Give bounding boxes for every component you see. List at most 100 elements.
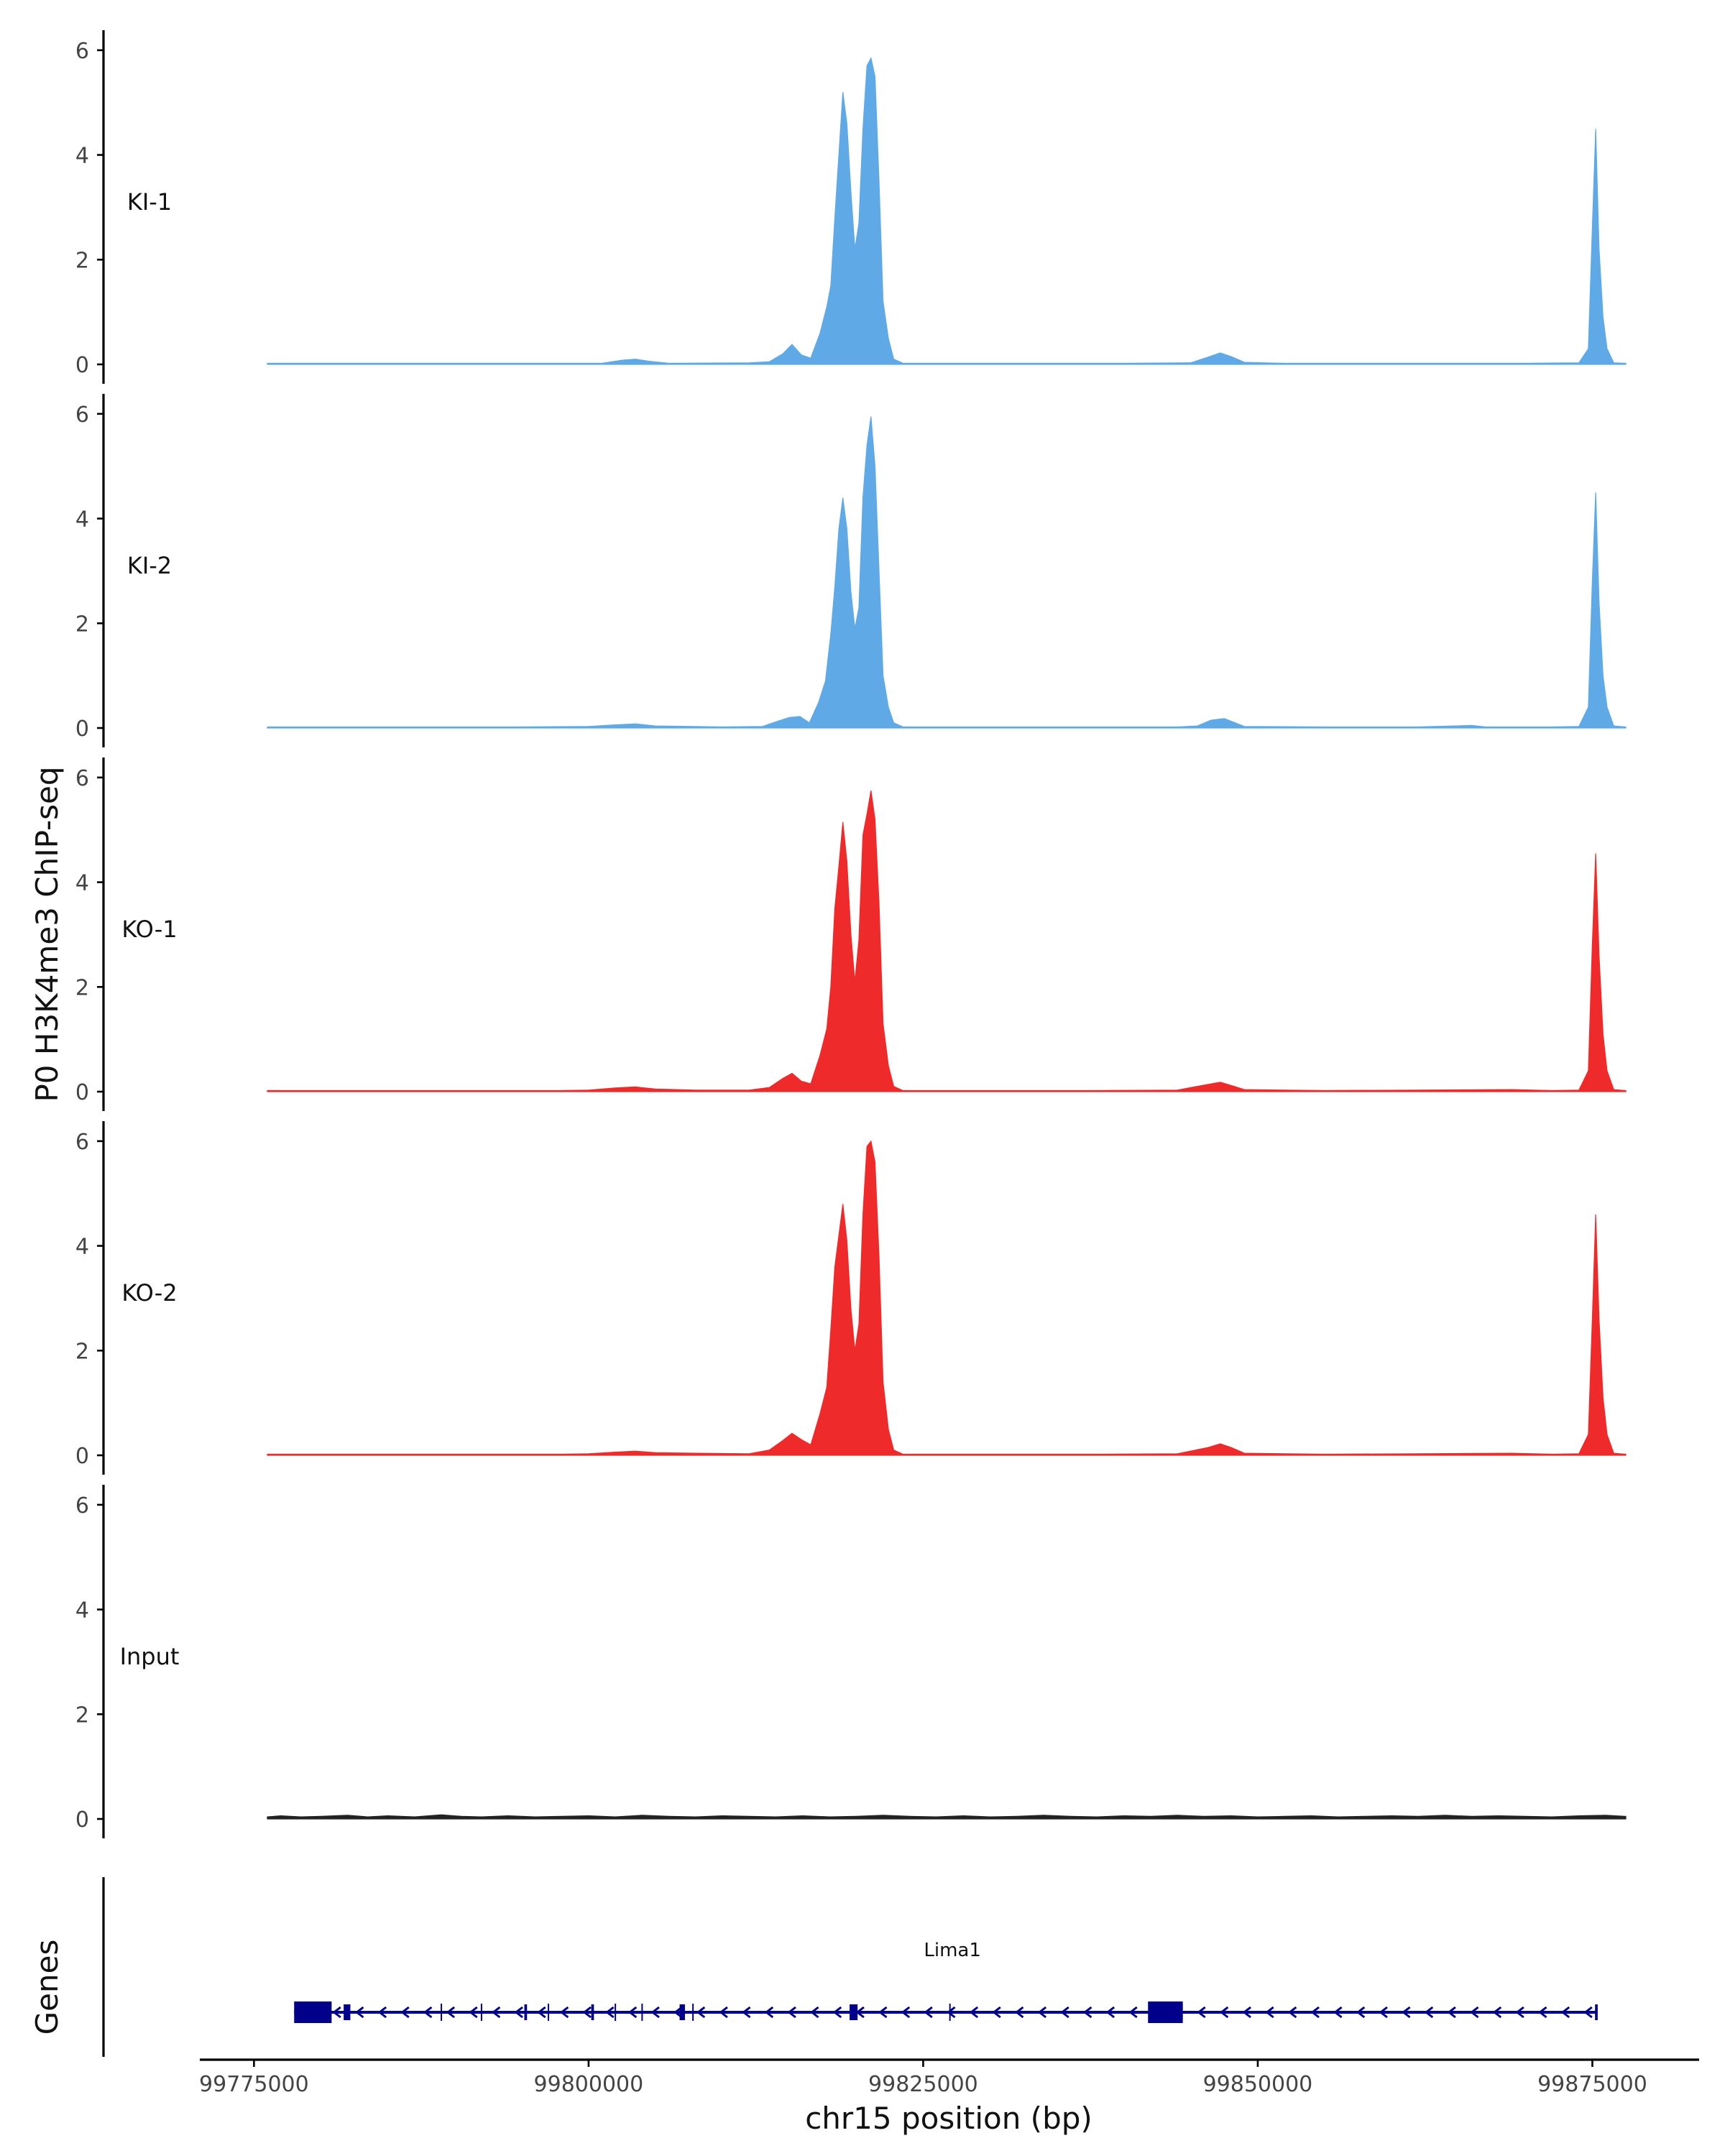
strand-arrow xyxy=(1037,2006,1047,2019)
y-tick-label: 4 xyxy=(75,507,89,533)
x-tick-label: 99775000 xyxy=(199,2072,309,2097)
y-tick-label: 6 xyxy=(75,39,89,64)
y-tick-label: 0 xyxy=(75,353,89,378)
y-axis-title: P0 H3K4me3 ChIP-seq xyxy=(29,766,65,1102)
strand-arrow xyxy=(810,2006,819,2019)
y-tick-label: 2 xyxy=(75,248,89,273)
exon xyxy=(850,2004,858,2020)
signal-area xyxy=(267,790,1627,1092)
strand-arrow xyxy=(1219,2006,1229,2019)
signal-area xyxy=(267,416,1627,729)
strand-arrow xyxy=(1333,2006,1343,2019)
strand-arrow xyxy=(1128,2006,1138,2019)
strand-arrow xyxy=(1538,2006,1547,2019)
strand-arrow xyxy=(1447,2006,1456,2019)
x-tick-label: 99875000 xyxy=(1537,2072,1647,2097)
strand-arrow xyxy=(355,2006,364,2019)
strand-arrow xyxy=(1287,2006,1297,2019)
y-tick-label: 0 xyxy=(75,1080,89,1105)
track-label: Input xyxy=(120,1643,180,1670)
strand-arrow xyxy=(582,2006,592,2019)
track-label: KO-1 xyxy=(121,916,177,943)
exon xyxy=(344,2004,351,2020)
strand-arrow xyxy=(1242,2006,1251,2019)
track-label: KI-1 xyxy=(127,188,172,216)
strand-arrow xyxy=(696,2006,706,2019)
strand-arrow xyxy=(559,2006,569,2019)
y-tick-label: 4 xyxy=(75,1235,89,1260)
strand-arrow xyxy=(377,2006,387,2019)
y-tick-label: 4 xyxy=(75,144,89,169)
exon xyxy=(294,2001,332,2023)
y-tick-label: 0 xyxy=(75,1444,89,1469)
strand-arrow xyxy=(878,2006,888,2019)
strand-arrow xyxy=(1310,2006,1320,2019)
strand-arrow xyxy=(787,2006,796,2019)
strand-arrow xyxy=(491,2006,501,2019)
signal-area xyxy=(267,1814,1627,1820)
track-ko-2: 0 2 4 6 KO-2 xyxy=(75,1121,1627,1475)
y-tick-label: 4 xyxy=(75,871,89,896)
strand-arrow xyxy=(992,2006,1001,2019)
strand-arrow xyxy=(469,2006,478,2019)
strand-arrow xyxy=(1515,2006,1524,2019)
strand-arrow xyxy=(1060,2006,1070,2019)
strand-arrow xyxy=(1083,2006,1092,2019)
strand-arrow xyxy=(1583,2006,1593,2019)
strand-arrow xyxy=(947,2006,956,2019)
strand-arrow xyxy=(764,2006,774,2019)
y-tick-label: 2 xyxy=(75,612,89,637)
strand-arrow xyxy=(446,2006,456,2019)
strand-arrow xyxy=(650,2006,660,2019)
signal-area xyxy=(267,57,1627,365)
gene-track: Lima1 xyxy=(102,1877,1598,2057)
exon xyxy=(1148,2001,1183,2023)
x-axis-title: chr15 position (bp) xyxy=(805,2101,1092,2136)
strand-arrow xyxy=(332,2006,341,2019)
y-tick-label: 0 xyxy=(75,1807,89,1833)
y-tick-label: 6 xyxy=(75,1130,89,1155)
track-label: KI-2 xyxy=(127,552,172,579)
exon xyxy=(524,2004,528,2020)
strand-arrow xyxy=(1492,2006,1502,2019)
genes-axis-title: Genes xyxy=(29,1940,65,2035)
y-tick-label: 6 xyxy=(75,766,89,791)
strand-arrow xyxy=(605,2006,615,2019)
strand-arrow xyxy=(1265,2006,1274,2019)
strand-arrow xyxy=(901,2006,911,2019)
track-ki-1: 0 2 4 6 KI-1 xyxy=(75,30,1627,384)
strand-arrow xyxy=(1356,2006,1366,2019)
x-tick-label: 99850000 xyxy=(1203,2072,1313,2097)
strand-arrow xyxy=(1402,2006,1411,2019)
strand-arrow xyxy=(1560,2006,1570,2019)
track-ki-2: 0 2 4 6 KI-2 xyxy=(75,394,1627,747)
y-tick-label: 6 xyxy=(75,402,89,428)
strand-arrow xyxy=(514,2006,523,2019)
y-tick-label: 2 xyxy=(75,1339,89,1364)
strand-arrow xyxy=(423,2006,433,2019)
signal-area xyxy=(267,1140,1627,1456)
strand-arrow xyxy=(1105,2006,1116,2019)
track-input: 0 2 4 6 Input xyxy=(75,1485,1627,1838)
strand-arrow xyxy=(832,2006,842,2019)
exon xyxy=(591,2004,594,2020)
strand-arrow xyxy=(742,2006,751,2019)
exon xyxy=(679,2004,685,2020)
strand-arrow xyxy=(1470,2006,1479,2019)
y-tick-label: 0 xyxy=(75,717,89,742)
strand-arrow xyxy=(719,2006,728,2019)
x-tick-label: 99825000 xyxy=(868,2072,978,2097)
y-tick-label: 2 xyxy=(75,975,89,1000)
x-tick-label: 99800000 xyxy=(534,2072,644,2097)
strand-arrow xyxy=(1015,2006,1024,2019)
strand-arrow xyxy=(924,2006,933,2019)
exon xyxy=(1595,2004,1598,2020)
x-axis: 99775000 99800000 99825000 99850000 99875000 xyxy=(199,2058,1699,2097)
strand-arrow xyxy=(1197,2006,1206,2019)
track-label: KO-2 xyxy=(121,1279,177,1307)
y-tick-label: 6 xyxy=(75,1493,89,1519)
strand-arrow xyxy=(627,2006,638,2019)
strand-arrow xyxy=(1379,2006,1388,2019)
tracks-layer: 0 2 4 6 KI-1 0 2 4 6 KI-2 0 2 4 6 KO-1 0 2 4 6 KO-2 0 2 4 6 Inpu… xyxy=(75,30,1627,1838)
